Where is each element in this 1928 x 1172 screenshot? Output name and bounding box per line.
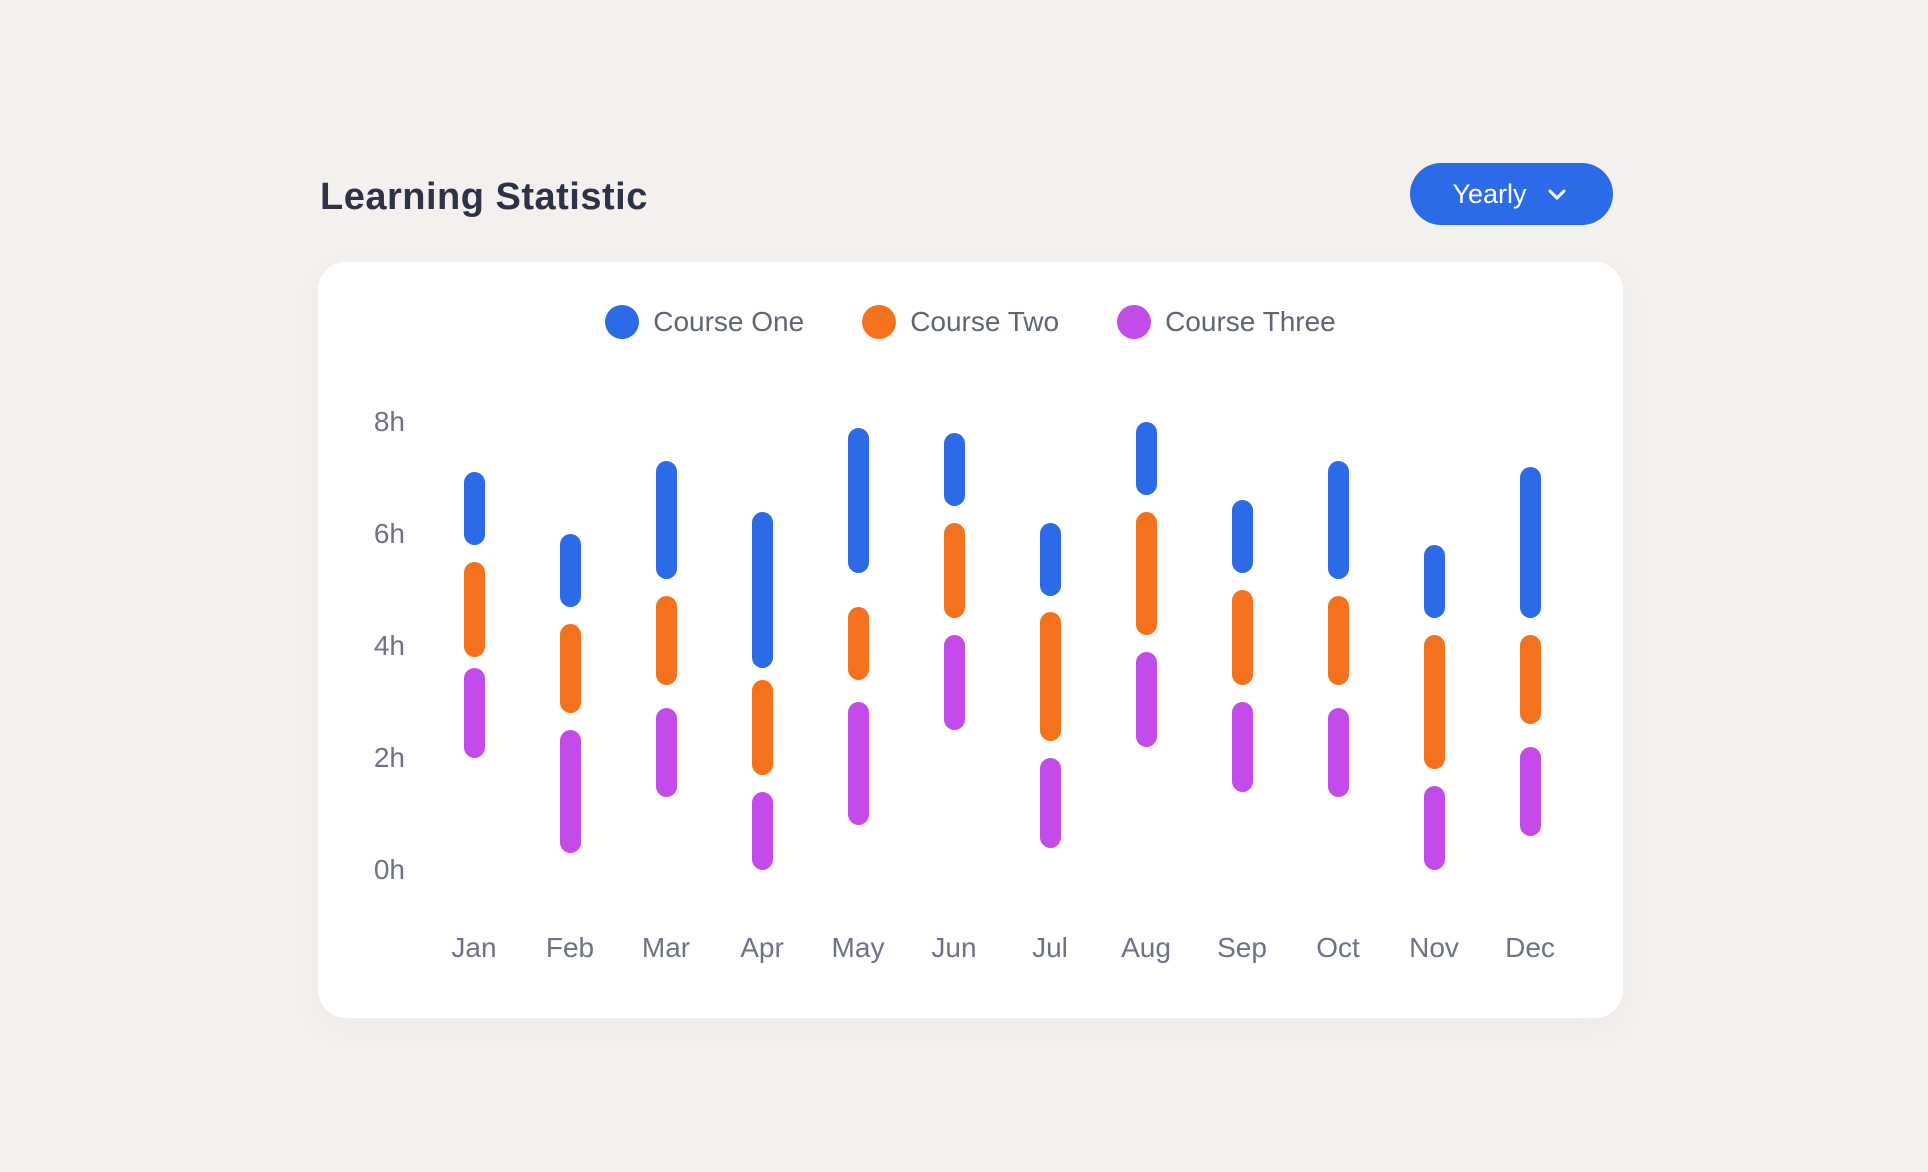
x-tick-label-sep: Sep: [1217, 932, 1267, 963]
bar-course-three-aug: [1135, 651, 1157, 747]
bar-course-two-mar: [655, 595, 677, 686]
period-dropdown-label: Yearly: [1452, 178, 1527, 209]
x-tick-label-oct: Oct: [1316, 932, 1360, 963]
legend-item-course-one[interactable]: Course One: [605, 305, 804, 339]
bar-course-two-nov: [1423, 634, 1445, 770]
bar-course-one-apr: [751, 511, 773, 669]
bar-course-three-nov: [1423, 786, 1445, 870]
legend-label: Course Three: [1165, 306, 1336, 337]
legend-dot-course-two: [862, 305, 897, 339]
y-tick-label-8h: 8h: [373, 406, 405, 437]
x-tick-label-jan: Jan: [451, 932, 497, 963]
x-tick-label-feb: Feb: [545, 932, 595, 963]
x-tick-label-jun: Jun: [931, 932, 977, 963]
bar-course-two-jun: [943, 522, 965, 618]
bar-course-three-oct: [1327, 707, 1349, 798]
bar-course-two-may: [847, 606, 869, 680]
period-dropdown-button[interactable]: Yearly: [1410, 163, 1613, 225]
bar-course-three-jan: [463, 668, 485, 758]
y-tick-label-4h: 4h: [373, 630, 405, 661]
legend-item-course-two[interactable]: Course Two: [862, 305, 1059, 339]
x-tick-label-aug: Aug: [1121, 932, 1171, 963]
bar-course-one-aug: [1135, 422, 1157, 495]
y-tick-label-0h: 0h: [373, 854, 405, 885]
bar-course-two-dec: [1519, 634, 1541, 725]
bar-course-three-sep: [1231, 702, 1253, 792]
bar-course-one-sep: [1231, 500, 1253, 574]
bar-course-one-may: [847, 427, 869, 574]
x-tick-label-apr: Apr: [740, 932, 784, 963]
bar-course-two-jul: [1039, 612, 1061, 742]
y-tick-label-2h: 2h: [373, 742, 405, 773]
bar-course-one-oct: [1327, 461, 1349, 579]
x-tick-label-may: May: [831, 932, 885, 963]
bar-course-one-jun: [943, 433, 965, 506]
bar-course-one-feb: [559, 534, 581, 607]
bar-course-one-mar: [655, 461, 677, 579]
bar-course-one-dec: [1519, 466, 1541, 618]
bar-course-three-feb: [559, 730, 581, 854]
bar-course-three-dec: [1519, 746, 1541, 837]
bar-course-two-feb: [559, 623, 581, 714]
page-title: Learning Statistic: [320, 176, 648, 218]
x-tick-label-mar: Mar: [641, 932, 691, 963]
legend-item-course-three[interactable]: Course Three: [1117, 305, 1336, 339]
bar-course-two-jan: [463, 562, 485, 658]
bar-course-two-oct: [1327, 595, 1349, 686]
bar-course-one-nov: [1423, 545, 1445, 618]
chevron-down-icon: [1543, 180, 1571, 208]
bar-course-one-jul: [1039, 522, 1061, 596]
chart-legend: Course One Course Two Course Three: [318, 305, 1623, 339]
x-tick-label-nov: Nov: [1409, 932, 1459, 963]
bar-course-three-mar: [655, 707, 677, 798]
bar-course-two-sep: [1231, 590, 1253, 686]
x-tick-label-dec: Dec: [1505, 932, 1555, 963]
legend-dot-course-one: [605, 305, 640, 339]
x-tick-label-jul: Jul: [1032, 932, 1068, 963]
legend-label: Course Two: [910, 306, 1060, 337]
bar-course-two-aug: [1135, 511, 1157, 635]
legend-label: Course One: [653, 306, 805, 337]
bar-course-two-apr: [751, 679, 773, 775]
bar-course-three-jun: [943, 634, 965, 730]
bar-course-three-jul: [1039, 758, 1061, 848]
legend-dot-course-three: [1117, 305, 1152, 339]
bar-course-one-jan: [463, 472, 485, 546]
bar-course-three-may: [847, 702, 869, 826]
y-tick-label-6h: 6h: [373, 518, 405, 549]
chart-card: Course One Course Two Course Three 8h 6h 4h 2…: [318, 262, 1623, 1018]
bar-course-three-apr: [751, 791, 773, 870]
